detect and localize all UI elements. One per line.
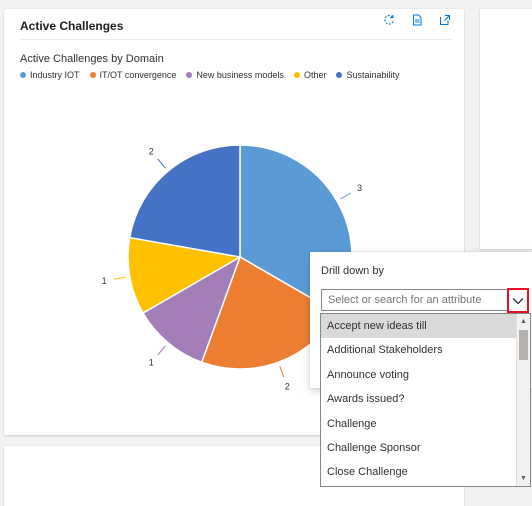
card-title: Active Challenges xyxy=(20,19,124,33)
leader-line xyxy=(279,365,285,378)
refresh-icon[interactable] xyxy=(382,13,396,27)
side-card xyxy=(480,9,532,249)
slice-value-label: 1 xyxy=(102,276,107,286)
legend-dot xyxy=(186,72,193,78)
title-divider xyxy=(20,39,452,40)
legend-item-it-ot-convergence[interactable]: IT/OT convergence xyxy=(89,70,177,80)
attribute-dropdown-button[interactable] xyxy=(507,288,529,313)
slice-value-label: 2 xyxy=(149,146,154,156)
leader-line xyxy=(157,158,166,169)
pie-slice-new-business-models[interactable] xyxy=(141,255,242,364)
slice-value-label: 3 xyxy=(357,183,362,193)
leader-line xyxy=(113,276,126,280)
scroll-thumb[interactable] xyxy=(519,330,528,360)
legend-item-industry-iot[interactable]: Industry IOT xyxy=(20,70,80,80)
chart-title: Active Challenges by Domain xyxy=(20,53,164,65)
legend-item-sustainability[interactable]: Sustainability xyxy=(336,70,399,80)
legend-item-new-business-models[interactable]: New business models xyxy=(186,70,284,80)
legend-label: New business models xyxy=(196,70,284,80)
attribute-option-announce-voting[interactable]: Announce voting xyxy=(327,368,409,381)
export-icon[interactable] xyxy=(410,13,424,27)
attribute-option-close-challenge[interactable]: Close Challenge xyxy=(327,466,408,479)
attribute-option-challenge[interactable]: Challenge xyxy=(327,417,377,430)
legend-label: Other xyxy=(303,70,327,80)
expand-icon[interactable] xyxy=(438,13,452,27)
slice-value-label: 1 xyxy=(149,358,154,368)
drill-down-label: Drill down by xyxy=(321,265,384,277)
attribute-option-challenge-sponsor[interactable]: Challenge Sponsor xyxy=(327,441,421,454)
attribute-options-list[interactable]: Accept new ideas till Additional Stakeho… xyxy=(320,313,531,487)
list-scrollbar[interactable]: ▲ ▼ xyxy=(516,314,530,486)
scroll-up-icon[interactable]: ▲ xyxy=(520,318,527,325)
scroll-down-icon[interactable]: ▼ xyxy=(520,475,527,482)
legend-dot xyxy=(336,72,343,78)
pie-slice-sustainability[interactable] xyxy=(128,144,241,258)
leader-line xyxy=(340,192,352,200)
chevron-down-icon xyxy=(512,292,524,310)
slice-value-label: 2 xyxy=(285,382,290,392)
pie-slice-other[interactable] xyxy=(127,236,243,315)
legend-dot xyxy=(89,72,96,78)
legend-item-other[interactable]: Other xyxy=(293,70,327,80)
leader-line xyxy=(157,345,166,356)
chart-legend: Industry IOT IT/OT convergence New busin… xyxy=(20,70,399,80)
attribute-search-input[interactable] xyxy=(321,289,519,311)
attribute-option-awards-issued[interactable]: Awards issued? xyxy=(327,393,405,406)
legend-label: IT/OT convergence xyxy=(99,70,177,80)
legend-dot xyxy=(293,72,300,78)
legend-label: Industry IOT xyxy=(30,70,80,80)
legend-label: Sustainability xyxy=(346,70,400,80)
attribute-option-additional-stakeholders[interactable]: Additional Stakeholders xyxy=(327,344,443,357)
attribute-option-accept-new-ideas-till[interactable]: Accept new ideas till xyxy=(321,314,517,339)
legend-dot xyxy=(20,72,26,78)
